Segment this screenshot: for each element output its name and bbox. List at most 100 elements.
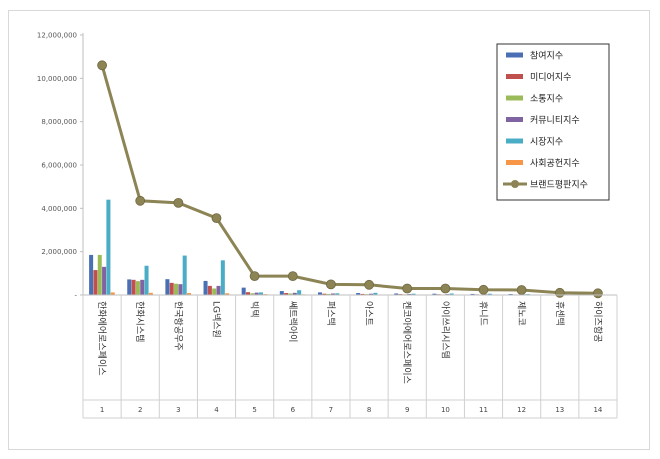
bar [246,292,251,295]
bar [449,293,454,295]
bar [102,266,107,295]
bar [110,292,115,295]
y-axis: - 2,000,000 4,000,000 6,000,000 8,000,000 10,… [37,32,84,300]
bar [279,291,284,295]
x-rank-label: 9 [405,406,409,414]
x-category-label: LG넥스원 [211,301,222,338]
y-tick-label: 6,000,000 [41,162,77,170]
x-rank-label: 1 [100,406,104,414]
x-category-label: 한화시스템 [134,301,146,342]
bar [470,293,475,295]
legend-swatch [506,52,523,58]
x-rank-label: 4 [214,406,219,414]
bar [288,293,293,295]
bar [241,287,246,295]
bar [292,292,297,295]
bar [356,293,361,295]
brand-index-line [97,60,603,299]
legend-marker [511,180,519,188]
y-tick-label: - [74,292,77,300]
x-category-label: 빅텍 [249,301,260,318]
bar [335,293,340,295]
line-point [554,287,565,298]
bar [360,293,365,295]
bars [89,199,611,296]
x-rank-label: 10 [441,406,450,414]
bar [207,285,212,295]
x-rank-label: 6 [291,406,296,414]
x-rank-label: 12 [517,406,526,414]
bar [135,281,140,295]
bar [131,279,136,295]
line-point [173,197,184,208]
legend-label: 소통지수 [530,94,563,105]
x-category-label: 아스트 [363,301,374,326]
x-category-label: 한국항공우주 [172,301,183,351]
x-category-label: 쎄트렉아이 [287,301,298,342]
x-category-label: 하이즈항공 [592,301,603,342]
bar [284,293,289,295]
bar [127,279,132,295]
bar [140,279,145,295]
bar [187,293,192,295]
x-axis: 한화에어로스페이스 1 한화시스템 2 한국항공우주 3 LG넥스원 4 빅텍 5 쎄트렉아이 6 퍼스… [82,294,618,419]
bar [93,270,98,295]
line-point [135,195,146,206]
bar [254,292,259,295]
bar [174,283,179,295]
bar [322,293,327,295]
x-rank-label: 2 [138,406,142,414]
legend-label: 시장지수 [530,137,563,148]
x-category-label: 제노코 [516,301,527,326]
legend-swatch [506,160,523,165]
bar [182,255,187,295]
bar [97,254,102,295]
bar [203,280,208,295]
bar [178,284,183,295]
bar [326,293,331,295]
bar [258,292,263,295]
line-point [211,213,222,224]
bar [169,282,174,295]
bar [373,292,378,295]
x-rank-label: 7 [329,406,333,414]
x-rank-label: 8 [367,406,371,414]
bar [212,288,217,295]
x-category-label: 켄코아에어로스페이스 [401,301,412,384]
line-point [364,279,375,290]
legend-swatch [506,74,523,79]
line-point [97,60,107,71]
line-point [478,284,489,295]
line-point [440,283,451,294]
legend-swatch [506,117,523,122]
bar [394,293,399,295]
x-rank-label: 14 [593,406,602,414]
x-rank-label: 3 [176,406,180,414]
line-point [516,285,527,295]
bar [487,293,492,295]
line-point [287,271,298,282]
bar [220,260,225,295]
bar [165,279,170,295]
bar [330,293,335,295]
line-point [402,283,413,294]
line-point [325,279,336,290]
x-category-label: 퍼스텍 [325,301,336,326]
bar [297,290,302,295]
x-category-label: 아이쓰리시스템 [439,301,451,359]
legend-label: 미디어지수 [530,72,571,83]
bar [317,292,322,295]
bar [89,254,94,295]
legend-label: 브랜드평판지수 [530,180,588,191]
legend-swatch [506,138,523,144]
x-category-label: 휴니드 [478,301,489,326]
bar [144,265,149,295]
legend-label: 사회공헌지수 [530,158,580,169]
x-category-label: 휴센텍 [554,301,565,326]
y-tick-label: 4,000,000 [41,205,77,213]
legend-label: 커뮤니티지수 [530,115,580,126]
bar [369,293,374,295]
x-category-label: 한화에어로스페이스 [96,301,107,376]
